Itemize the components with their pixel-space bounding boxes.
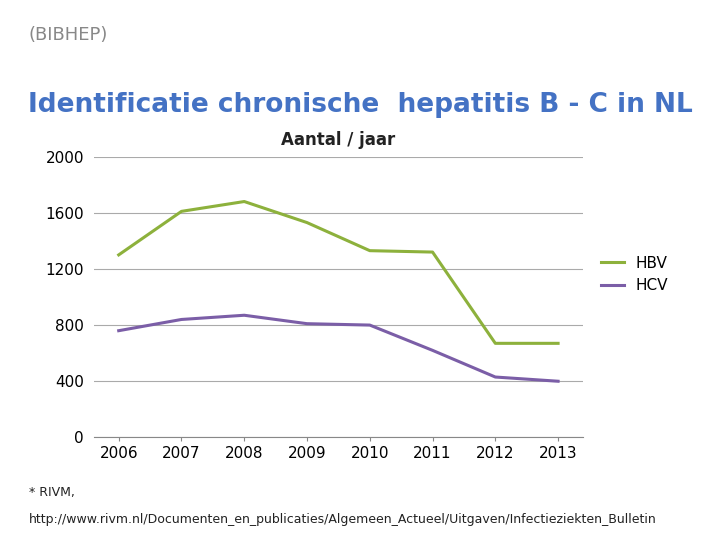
Line: HCV: HCV: [119, 315, 558, 381]
Legend: HBV, HCV: HBV, HCV: [600, 256, 668, 293]
HBV: [114, 252, 123, 258]
HBV: [366, 247, 374, 254]
HCV: [177, 316, 186, 323]
HCV: [302, 320, 311, 327]
HBV: [554, 340, 562, 347]
HBV: [240, 198, 248, 205]
HCV: [366, 322, 374, 328]
HBV: [491, 340, 500, 347]
Line: HBV: HBV: [119, 201, 558, 343]
HCV: [491, 374, 500, 380]
Title: Aantal / jaar: Aantal / jaar: [282, 131, 395, 150]
HCV: [240, 312, 248, 319]
HBV: [428, 249, 437, 255]
HCV: [114, 327, 123, 334]
Text: http://www.rivm.nl/Documenten_en_publicaties/Algemeen_Actueel/Uitgaven/Infectiez: http://www.rivm.nl/Documenten_en_publica…: [29, 513, 657, 526]
Text: Identificatie chronische  hepatitis B - C in NL: Identificatie chronische hepatitis B - C…: [27, 92, 693, 118]
HBV: [302, 219, 311, 226]
HCV: [428, 347, 437, 354]
Text: * RIVM,: * RIVM,: [29, 486, 75, 499]
HBV: [177, 208, 186, 214]
HCV: [554, 378, 562, 384]
Text: (BIBHEP): (BIBHEP): [29, 26, 108, 44]
